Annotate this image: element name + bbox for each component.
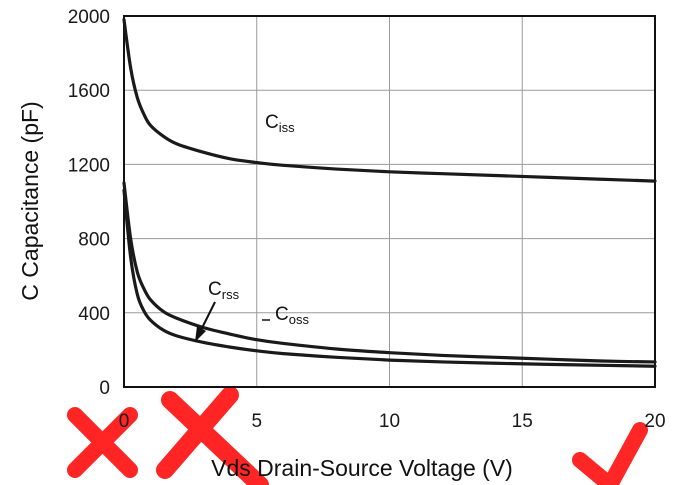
y-tick-labels: 0 400 800 1200 1600 2000 [68, 7, 110, 399]
x-tick-label: 20 [644, 411, 665, 432]
crss-label: Crss [208, 279, 240, 302]
ciss-label: Ciss [265, 112, 295, 135]
x-tick-label: 10 [379, 411, 400, 432]
x-tick-label: 15 [512, 411, 533, 432]
series-group [122, 18, 657, 368]
coss-label: Coss [275, 304, 309, 327]
grid-lines [124, 16, 655, 387]
x-tick-label: 0 [119, 411, 130, 432]
crss-arrow-shaft [199, 301, 216, 333]
y-axis-title: C Capacitance (pF) [17, 101, 43, 300]
y-tick-label: 800 [78, 230, 110, 251]
y-tick-label: 2000 [68, 7, 110, 28]
series-line-crss [122, 188, 657, 368]
series-line-coss [122, 181, 657, 364]
y-tick-label: 0 [99, 378, 110, 399]
series-line-ciss [122, 18, 657, 183]
watermark-logo [67, 386, 648, 485]
y-tick-label: 1200 [68, 155, 110, 176]
y-tick-label: 400 [78, 304, 110, 325]
x-axis-title: Vds Drain-Source Voltage (V) [211, 455, 513, 481]
x-tick-labels: 0 5 10 15 20 [119, 411, 666, 432]
crss-arrow-head [195, 326, 206, 342]
y-tick-label: 1600 [68, 81, 110, 102]
x-tick-label: 5 [251, 411, 262, 432]
